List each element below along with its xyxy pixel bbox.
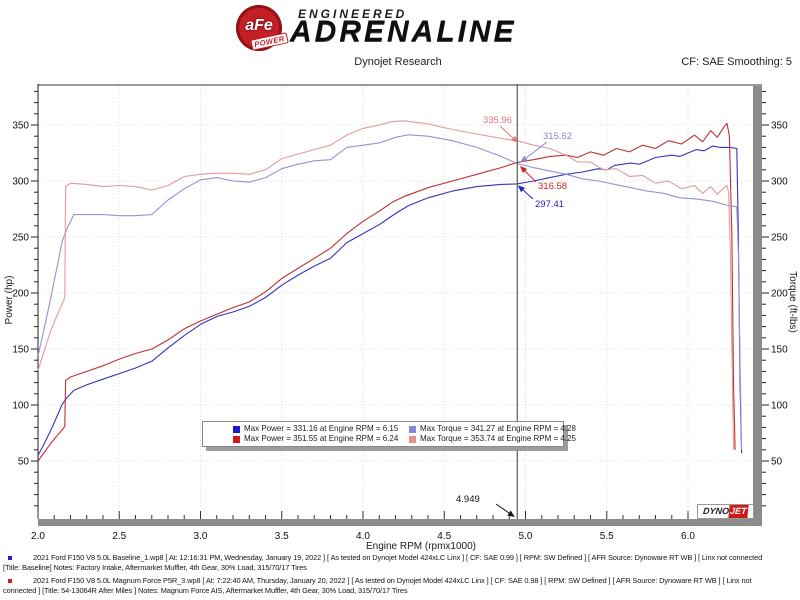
x-axis-tick-label: 6.0 (681, 531, 695, 542)
annotation-arrowhead (520, 155, 528, 163)
annotation-leader-line (525, 141, 548, 159)
annotation-arrowhead (517, 185, 526, 193)
y-axis-title: Power (hp) (4, 276, 15, 325)
y2-axis-tick-label: 50 (771, 457, 783, 468)
annotation-label: 335.96 (483, 115, 512, 126)
adrenaline-wordmark: ENGINEERED ADRENALINE (290, 5, 517, 47)
dynojet-logo: DYNO JET (697, 504, 754, 519)
x-axis-title: Engine RPM (rpmx1000) (366, 541, 476, 552)
curve-baseline-power (37, 145, 743, 456)
report-title: Dynojet Research (354, 56, 442, 68)
curve-baseline-torque (37, 134, 743, 450)
legend-item-baseline-power: Max Power = 331.16 at Engine RPM = 6.15 (233, 424, 409, 434)
run2-line2: connected ] [Title: 54-13064R After Mile… (3, 585, 408, 595)
annotation-arrowhead (507, 510, 515, 517)
afe-power-badge: aFe POWER (236, 5, 289, 51)
curve-magnum-power (37, 122, 736, 462)
x-axis-tick-label: 4.5 (437, 531, 451, 542)
legend-swatch-magnum-torque (409, 435, 416, 443)
run2-description: 2021 Ford F150 V8 5.0L Magnum Force P5R_… (3, 576, 798, 596)
y2-axis-tick-label: 250 (771, 233, 788, 244)
legend-item-magnum-power: Max Power = 351.55 at Engine RPM = 6.24 (233, 434, 409, 444)
x-axis-tick-label: 5.5 (600, 531, 614, 542)
x-axis-tick-label: 2.0 (31, 531, 45, 542)
y2-axis-title: Torque (ft-lbs) (787, 271, 798, 333)
annotation-label: 4.949 (456, 494, 480, 505)
annotation-arrowhead (510, 135, 519, 143)
legend-item-magnum-torque: Max Torque = 353.74 at Engine RPM = 4.25 (409, 434, 576, 444)
annotation-arrowhead (520, 166, 528, 174)
run1-bullet (8, 556, 12, 560)
annotation-label: 316.58 (538, 181, 567, 192)
y2-axis-tick-label: 100 (771, 401, 788, 412)
legend-item-baseline-torque: Max Torque = 341.27 at Engine RPM = 4.28 (409, 424, 576, 434)
annotation-label: 315.62 (543, 131, 572, 142)
dynojet-logo-jet: JET (728, 505, 749, 518)
y2-axis-tick-label: 200 (771, 289, 788, 300)
legend-swatch-baseline-torque (409, 425, 416, 433)
afe-badge-text: aFe (245, 17, 273, 34)
legend-label: Max Torque = 341.27 at Engine RPM = 4.28 (420, 424, 576, 433)
x-axis-tick-label: 3.5 (275, 531, 289, 542)
y2-axis-tick-label: 350 (771, 121, 788, 132)
legend-swatch-magnum-power (233, 435, 240, 443)
legend-swatch-baseline-power (233, 425, 240, 433)
y2-axis-tick-label: 300 (771, 177, 788, 188)
x-axis-tick-label: 3.0 (194, 531, 208, 542)
legend-label: Max Torque = 353.74 at Engine RPM = 4.25 (420, 434, 576, 443)
x-axis-band (38, 519, 762, 526)
y2-axis-tick-label: 150 (771, 345, 788, 356)
curve-magnum-torque (37, 120, 735, 450)
x-axis-tick-label: 5.0 (519, 531, 533, 542)
annotation-leader-line (499, 125, 514, 139)
smoothing-info: CF: SAE Smoothing: 5 (681, 56, 792, 68)
run1-line2: [Title: Baseline] Notes: Factory Intake,… (3, 562, 307, 572)
dynojet-logo-dyno: DYNO (702, 506, 730, 516)
adrenaline-text: ADRENALINE (290, 15, 517, 48)
x-axis-tick-label: 2.5 (112, 531, 126, 542)
annotation-leader-line (495, 503, 510, 514)
annotation-label: 297.41 (535, 199, 564, 210)
run2-line1: 2021 Ford F150 V8 5.0L Magnum Force P5R_… (33, 576, 752, 585)
legend-box: Max Power = 331.16 at Engine RPM = 6.15 … (202, 421, 576, 447)
afe-logo: aFe POWER ENGINEERED ADRENALINE (236, 5, 517, 55)
y-axis-tick-label: 350 (12, 121, 29, 132)
y-axis-tick-label: 150 (12, 345, 29, 356)
y2-axis-band (753, 84, 762, 526)
legend-label: Max Power = 351.55 at Engine RPM = 6.24 (244, 434, 399, 443)
y-axis-tick-label: 100 (12, 401, 29, 412)
annotation-leader-line (524, 170, 537, 183)
y-axis-tick-label: 250 (12, 233, 29, 244)
legend-label: Max Power = 331.16 at Engine RPM = 6.15 (244, 424, 399, 433)
run2-bullet (8, 579, 12, 583)
y-axis-tick-label: 50 (18, 457, 30, 468)
x-axis-tick-label: 4.0 (356, 531, 370, 542)
y-axis-tick-label: 200 (12, 289, 29, 300)
engineered-text: ENGINEERED (298, 7, 408, 21)
annotation-leader-line (522, 189, 534, 200)
y-axis-tick-label: 300 (12, 177, 29, 188)
run1-description: 2021 Ford F150 V8 5.0L Baseline_1.wp8 [ … (3, 553, 798, 573)
run1-line1: 2021 Ford F150 V8 5.0L Baseline_1.wp8 [ … (33, 553, 763, 562)
